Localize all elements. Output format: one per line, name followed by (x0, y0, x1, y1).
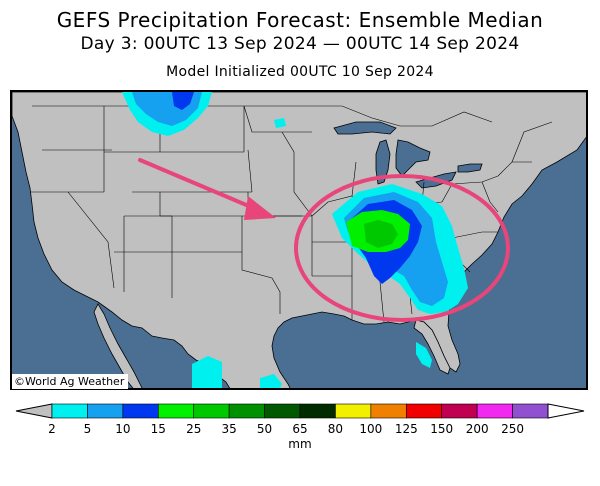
legend-color-bin (122, 403, 159, 419)
legend-tick-label: 10 (115, 422, 131, 436)
legend-tick-label: 200 (465, 422, 489, 436)
forecast-period: Day 3: 00UTC 13 Sep 2024 — 00UTC 14 Sep … (80, 34, 520, 54)
legend-tick-label: 100 (359, 422, 383, 436)
legend-color-bin (441, 403, 478, 419)
precip-10mm-northwest (172, 92, 194, 110)
legend-color-bin (193, 403, 230, 419)
legend-color-bin (476, 403, 513, 419)
great-lakes (333, 121, 483, 189)
legend-tick-label: 125 (394, 422, 418, 436)
annotation-arrow (138, 158, 276, 220)
legend-tick-label: 250 (501, 422, 525, 436)
legend-under-triangle (15, 403, 53, 419)
legend-color-bin (299, 403, 336, 419)
precip-15mm-southeast (416, 342, 432, 368)
color-scale-legend (15, 403, 585, 419)
map-svg (12, 92, 586, 388)
legend-color-bin (51, 403, 88, 419)
baja-california (93, 303, 143, 388)
precip-2mm-mexico (192, 356, 222, 388)
precipitation-shading (122, 92, 468, 388)
legend-over-triangle (547, 403, 585, 419)
legend-tick-label: 2 (48, 422, 56, 436)
legend-tick-label: 15 (150, 422, 166, 436)
model-init-time: Model Initialized 00UTC 10 Sep 2024 (166, 64, 434, 80)
legend-color-bin (228, 403, 265, 419)
legend-color-bin (370, 403, 407, 419)
precip-2mm-montana-spot (274, 118, 286, 128)
legend-tick-label: 25 (186, 422, 202, 436)
legend-color-bin (87, 403, 124, 419)
legend-color-bin (264, 403, 301, 419)
precip-25mm-central (364, 220, 398, 248)
copyright-credit: ©World Ag Weather (12, 374, 129, 389)
florida (413, 319, 451, 375)
legend-unit: mm (288, 437, 312, 451)
legend-tick-label: 80 (327, 422, 344, 436)
legend-color-bin (335, 403, 372, 419)
legend-color-bin (405, 403, 443, 419)
legend-tick-label: 65 (292, 422, 308, 436)
legend-tick-label: 5 (83, 422, 92, 436)
legend-tick-label: 35 (221, 422, 237, 436)
legend-color-bin (157, 403, 195, 419)
map-title: GEFS Precipitation Forecast: Ensemble Me… (56, 8, 544, 32)
legend-tick-label: 50 (256, 422, 273, 436)
legend-color-bin (512, 403, 549, 419)
precip-2mm-mexico-east (260, 374, 282, 388)
legend-tick-label: 150 (430, 422, 454, 436)
annotation-circle (294, 174, 510, 322)
precipitation-map (10, 90, 588, 390)
